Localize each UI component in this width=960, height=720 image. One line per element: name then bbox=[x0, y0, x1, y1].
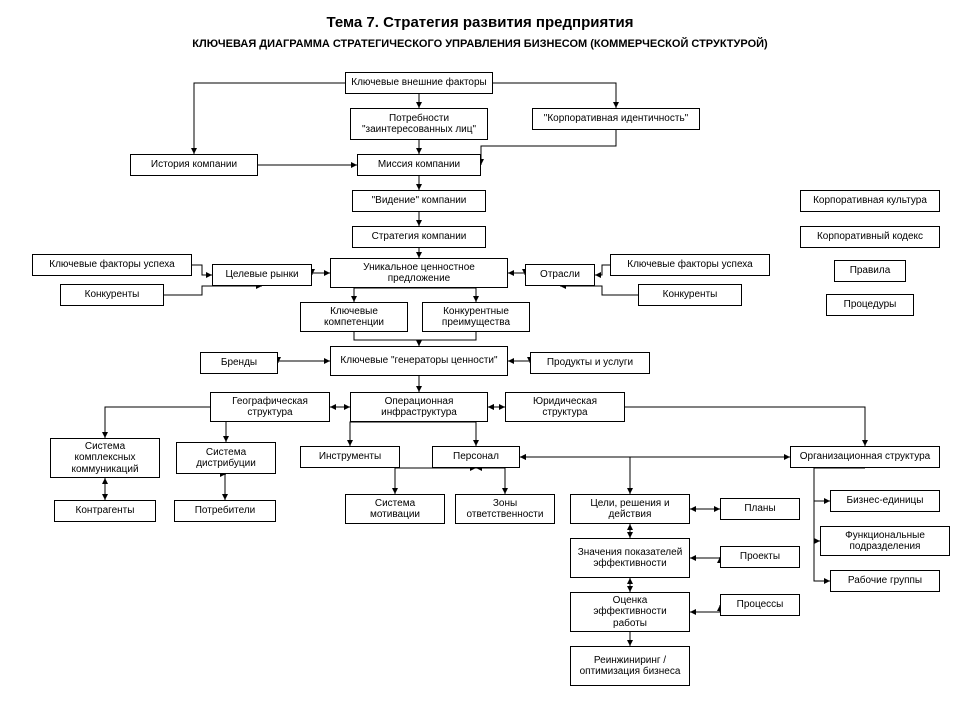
node-n14: Конкуренты bbox=[638, 284, 742, 306]
edge-n16-n18 bbox=[419, 332, 476, 346]
edge-n9-n10 bbox=[508, 273, 525, 275]
node-n37: Процессы bbox=[720, 594, 800, 616]
node-n22: Юридическая структура bbox=[505, 392, 625, 422]
node-n23: Система комплексных коммуникаций bbox=[50, 438, 160, 478]
edge-n10-n14 bbox=[560, 286, 638, 295]
node-n18: Ключевые "генераторы ценности" bbox=[330, 346, 508, 376]
edge-n18-n19 bbox=[508, 361, 530, 363]
node-n11: Ключевые факторы успеха bbox=[32, 254, 192, 276]
node-n27: Организационная структура bbox=[790, 446, 940, 468]
node-n19: Продукты и услуги bbox=[530, 352, 650, 374]
node-n35: Проекты bbox=[720, 546, 800, 568]
node-n10: Отрасли bbox=[525, 264, 595, 286]
node-n38: Реинжиниринг / оптимизация бизнеса bbox=[570, 646, 690, 686]
edge-n9-n16 bbox=[419, 288, 476, 302]
node-n24: Система дистрибуции bbox=[176, 442, 276, 474]
node-n8: Целевые рынки bbox=[212, 264, 312, 286]
node-n12: Конкуренты bbox=[60, 284, 164, 306]
node-n40: Функциональные подразделения bbox=[820, 526, 950, 556]
node-n28: Контрагенты bbox=[54, 500, 156, 522]
node-n5: Миссия компании bbox=[357, 154, 481, 176]
node-n13: Ключевые факторы успеха bbox=[610, 254, 770, 276]
node-n41: Рабочие группы bbox=[830, 570, 940, 592]
edge-n26-n31 bbox=[476, 468, 505, 494]
node-n39: Бизнес-единицы bbox=[830, 490, 940, 512]
edge-n34-n35 bbox=[690, 557, 720, 558]
node-n17: Бренды bbox=[200, 352, 278, 374]
node-n29: Потребители bbox=[174, 500, 276, 522]
diagram-stage: Тема 7. Стратегия развития предприятия К… bbox=[0, 0, 960, 720]
node-n30: Система мотивации bbox=[345, 494, 445, 524]
node-n1: Ключевые внешние факторы bbox=[345, 72, 493, 94]
edge-n24-n29 bbox=[225, 474, 226, 500]
node-n7: Стратегия компании bbox=[352, 226, 486, 248]
edge-n21-n25 bbox=[350, 422, 419, 446]
node-n26: Персонал bbox=[432, 446, 520, 468]
node-n4: История компании bbox=[130, 154, 258, 176]
node-n20: Географическая структура bbox=[210, 392, 330, 422]
node-n44: Правила bbox=[834, 260, 906, 282]
node-n45: Процедуры bbox=[826, 294, 914, 316]
node-n21: Операционная инфраструктура bbox=[350, 392, 488, 422]
edge-n9-n15 bbox=[354, 288, 419, 302]
edge-n1-n4 bbox=[194, 83, 345, 154]
node-n36: Оценка эффективности работы bbox=[570, 592, 690, 632]
node-n33: Планы bbox=[720, 498, 800, 520]
edge-n10-n13 bbox=[595, 265, 610, 275]
node-n42: Корпоративная культура bbox=[800, 190, 940, 212]
edge-n26-n30 bbox=[395, 468, 476, 494]
node-n15: Ключевые компетенции bbox=[300, 302, 408, 332]
node-n31: Зоны ответственности bbox=[455, 494, 555, 524]
node-n3: "Корпоративная идентичность" bbox=[532, 108, 700, 130]
edge-n8-n11 bbox=[192, 265, 212, 275]
node-n9: Уникальное ценностное предложение bbox=[330, 258, 508, 288]
node-n6: "Видение" компании bbox=[352, 190, 486, 212]
edge-n26-n32 bbox=[520, 457, 630, 494]
edge-n27-n41 bbox=[814, 468, 865, 581]
edge-n9-n8 bbox=[312, 273, 330, 275]
edge-n36-n37 bbox=[690, 605, 720, 612]
edge-n15-n18 bbox=[354, 332, 419, 346]
node-n32: Цели, решения и действия bbox=[570, 494, 690, 524]
edge-n8-n12 bbox=[164, 286, 262, 295]
node-n34: Значения показателей эффективности bbox=[570, 538, 690, 578]
node-n25: Инструменты bbox=[300, 446, 400, 468]
node-n16: Конкурентные преимущества bbox=[422, 302, 530, 332]
edge-n21-n26 bbox=[419, 422, 476, 446]
node-n2: Потребности "заинтересованных лиц" bbox=[350, 108, 488, 140]
edge-n18-n17 bbox=[278, 361, 330, 363]
edge-n3-n5 bbox=[481, 130, 616, 165]
edge-n1-n3 bbox=[493, 83, 616, 108]
node-n43: Корпоративный кодекс bbox=[800, 226, 940, 248]
